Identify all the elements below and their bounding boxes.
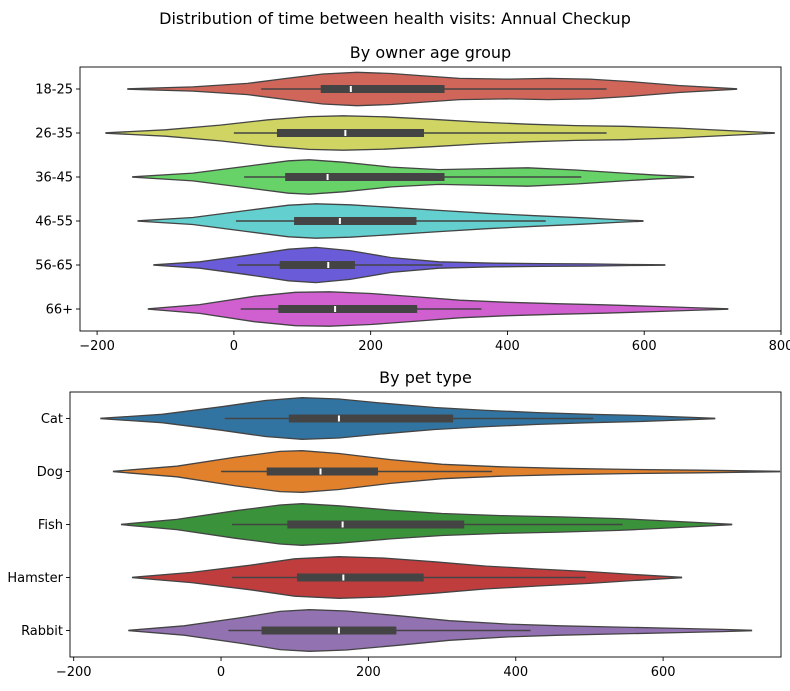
iqr-box	[296, 573, 424, 582]
x-tick-label: 200	[358, 339, 383, 354]
panel-owner-age-group: By owner age group 18-25 26-35 36-45 46-55 56…	[35, 43, 790, 354]
x-tick-label: 600	[651, 665, 676, 680]
median-marker	[337, 415, 340, 422]
x-tick-label: 0	[217, 665, 225, 680]
violin-rabbit	[128, 609, 753, 652]
x-tick-label: 800	[769, 339, 790, 354]
panel-pet-type: By pet type Cat Dog Fish Hamster Rabbit −200 0 2…	[7, 368, 782, 680]
median-marker	[349, 86, 352, 92]
iqr-box	[278, 305, 418, 313]
figure-suptitle: Distribution of time between health visi…	[159, 9, 631, 28]
y-tick-label: Dog	[37, 465, 63, 480]
x-tick-label: 400	[495, 339, 520, 354]
y-tick-label: Hamster	[7, 571, 63, 586]
x-tick-label: 0	[230, 339, 238, 354]
x-tick-label: −200	[79, 339, 115, 354]
violin-46-55	[137, 203, 644, 239]
iqr-box	[276, 129, 425, 137]
violin-cat	[100, 397, 716, 440]
median-marker	[337, 627, 340, 634]
median-marker	[338, 218, 341, 224]
x-tick-label: −200	[56, 665, 92, 680]
y-tick-label: 66+	[46, 303, 73, 318]
x-tick-label: 400	[503, 665, 528, 680]
y-tick-label: Fish	[38, 518, 63, 533]
violin-18-25	[127, 71, 738, 107]
violin-66	[147, 291, 729, 327]
median-marker	[344, 130, 347, 136]
median-marker	[334, 306, 337, 312]
violin-26-35	[105, 115, 775, 151]
iqr-box	[287, 520, 465, 529]
median-marker	[326, 174, 329, 180]
y-tick-label: 36-45	[35, 171, 73, 186]
y-tick-label: 46-55	[35, 215, 73, 230]
panel-title: By pet type	[379, 368, 472, 387]
y-tick-label: 56-65	[35, 259, 73, 274]
violin-fish	[120, 503, 733, 546]
y-tick-label: Rabbit	[21, 624, 63, 639]
panel-title: By owner age group	[350, 43, 511, 62]
median-marker	[342, 574, 345, 581]
violin-dog	[112, 450, 781, 493]
iqr-box	[288, 414, 454, 423]
y-tick-label: 18-25	[35, 83, 73, 98]
x-tick-label: 600	[632, 339, 657, 354]
y-tick-label: 26-35	[35, 127, 73, 142]
iqr-box	[261, 626, 397, 635]
iqr-box	[279, 261, 355, 269]
iqr-box	[320, 85, 445, 93]
iqr-box	[285, 173, 445, 181]
y-tick-label: Cat	[41, 412, 63, 427]
violin-36-45	[132, 159, 695, 195]
iqr-box	[294, 217, 417, 225]
iqr-box	[266, 467, 378, 476]
axes-frame	[79, 66, 782, 332]
median-marker	[319, 468, 322, 475]
median-marker	[327, 262, 330, 268]
violin-56-65	[153, 246, 666, 284]
median-marker	[341, 521, 344, 528]
violin-hamster	[131, 556, 683, 599]
x-tick-label: 200	[356, 665, 381, 680]
